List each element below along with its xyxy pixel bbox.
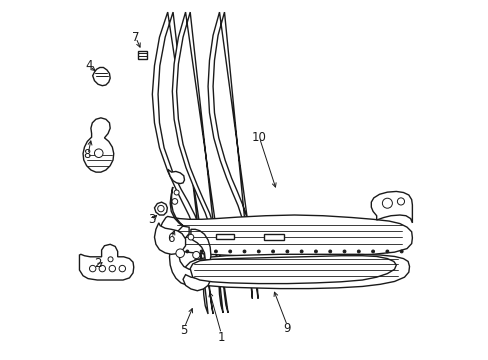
Text: 4: 4	[85, 59, 93, 72]
Circle shape	[343, 250, 345, 253]
Circle shape	[172, 199, 177, 204]
Circle shape	[257, 250, 260, 253]
Circle shape	[89, 265, 96, 272]
Polygon shape	[183, 275, 210, 291]
Polygon shape	[83, 118, 114, 172]
Circle shape	[109, 265, 115, 272]
Text: 3: 3	[148, 213, 155, 226]
Polygon shape	[183, 254, 408, 289]
Text: 8: 8	[83, 148, 91, 162]
Circle shape	[228, 250, 231, 253]
Circle shape	[157, 205, 164, 212]
Polygon shape	[154, 223, 185, 254]
Polygon shape	[167, 169, 184, 184]
Polygon shape	[216, 234, 233, 239]
Text: 7: 7	[132, 31, 139, 44]
Polygon shape	[152, 12, 213, 314]
Circle shape	[382, 198, 391, 208]
Text: 9: 9	[283, 322, 290, 335]
Circle shape	[400, 250, 402, 253]
Circle shape	[119, 265, 125, 272]
Circle shape	[188, 234, 193, 240]
Polygon shape	[154, 202, 167, 215]
Circle shape	[174, 190, 179, 195]
Circle shape	[99, 265, 105, 272]
Polygon shape	[93, 67, 110, 86]
Polygon shape	[264, 234, 283, 240]
Circle shape	[94, 149, 103, 157]
Circle shape	[271, 250, 274, 253]
Polygon shape	[169, 187, 210, 285]
Circle shape	[300, 250, 303, 253]
Text: 2: 2	[94, 257, 102, 270]
Text: 10: 10	[251, 131, 265, 144]
Circle shape	[243, 250, 245, 253]
Text: 5: 5	[180, 324, 187, 337]
Circle shape	[185, 250, 188, 253]
Text: 1: 1	[217, 331, 224, 344]
Circle shape	[397, 198, 404, 205]
Circle shape	[176, 249, 184, 257]
Polygon shape	[370, 192, 411, 223]
Circle shape	[314, 250, 317, 253]
Circle shape	[285, 250, 288, 253]
Circle shape	[200, 250, 203, 253]
Polygon shape	[159, 215, 411, 257]
Text: 6: 6	[167, 233, 175, 246]
Circle shape	[214, 250, 217, 253]
Polygon shape	[80, 244, 134, 280]
Circle shape	[192, 251, 200, 258]
Circle shape	[328, 250, 331, 253]
Polygon shape	[190, 256, 395, 284]
Polygon shape	[138, 51, 147, 59]
Circle shape	[385, 250, 388, 253]
Circle shape	[357, 250, 360, 253]
Circle shape	[108, 257, 113, 262]
Polygon shape	[207, 12, 258, 298]
Polygon shape	[172, 12, 227, 313]
Circle shape	[371, 250, 374, 253]
